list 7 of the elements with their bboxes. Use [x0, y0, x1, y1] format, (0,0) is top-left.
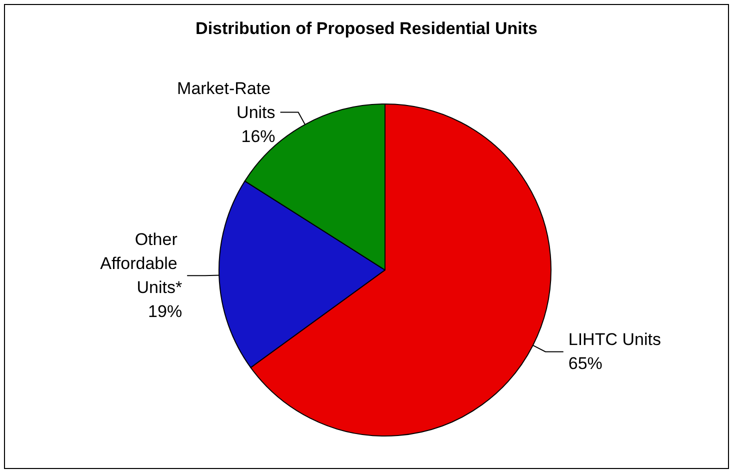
data-label: 19%: [148, 302, 182, 322]
data-label: 65%: [568, 354, 602, 374]
chart-title: Distribution of Proposed Residential Units: [196, 19, 538, 38]
slice-label: Other Affordable Units*: [100, 230, 182, 298]
slice-label: Market-Rate Units: [177, 78, 276, 122]
slice-label: LIHTC Units: [568, 330, 661, 350]
data-label: 16%: [241, 126, 276, 146]
